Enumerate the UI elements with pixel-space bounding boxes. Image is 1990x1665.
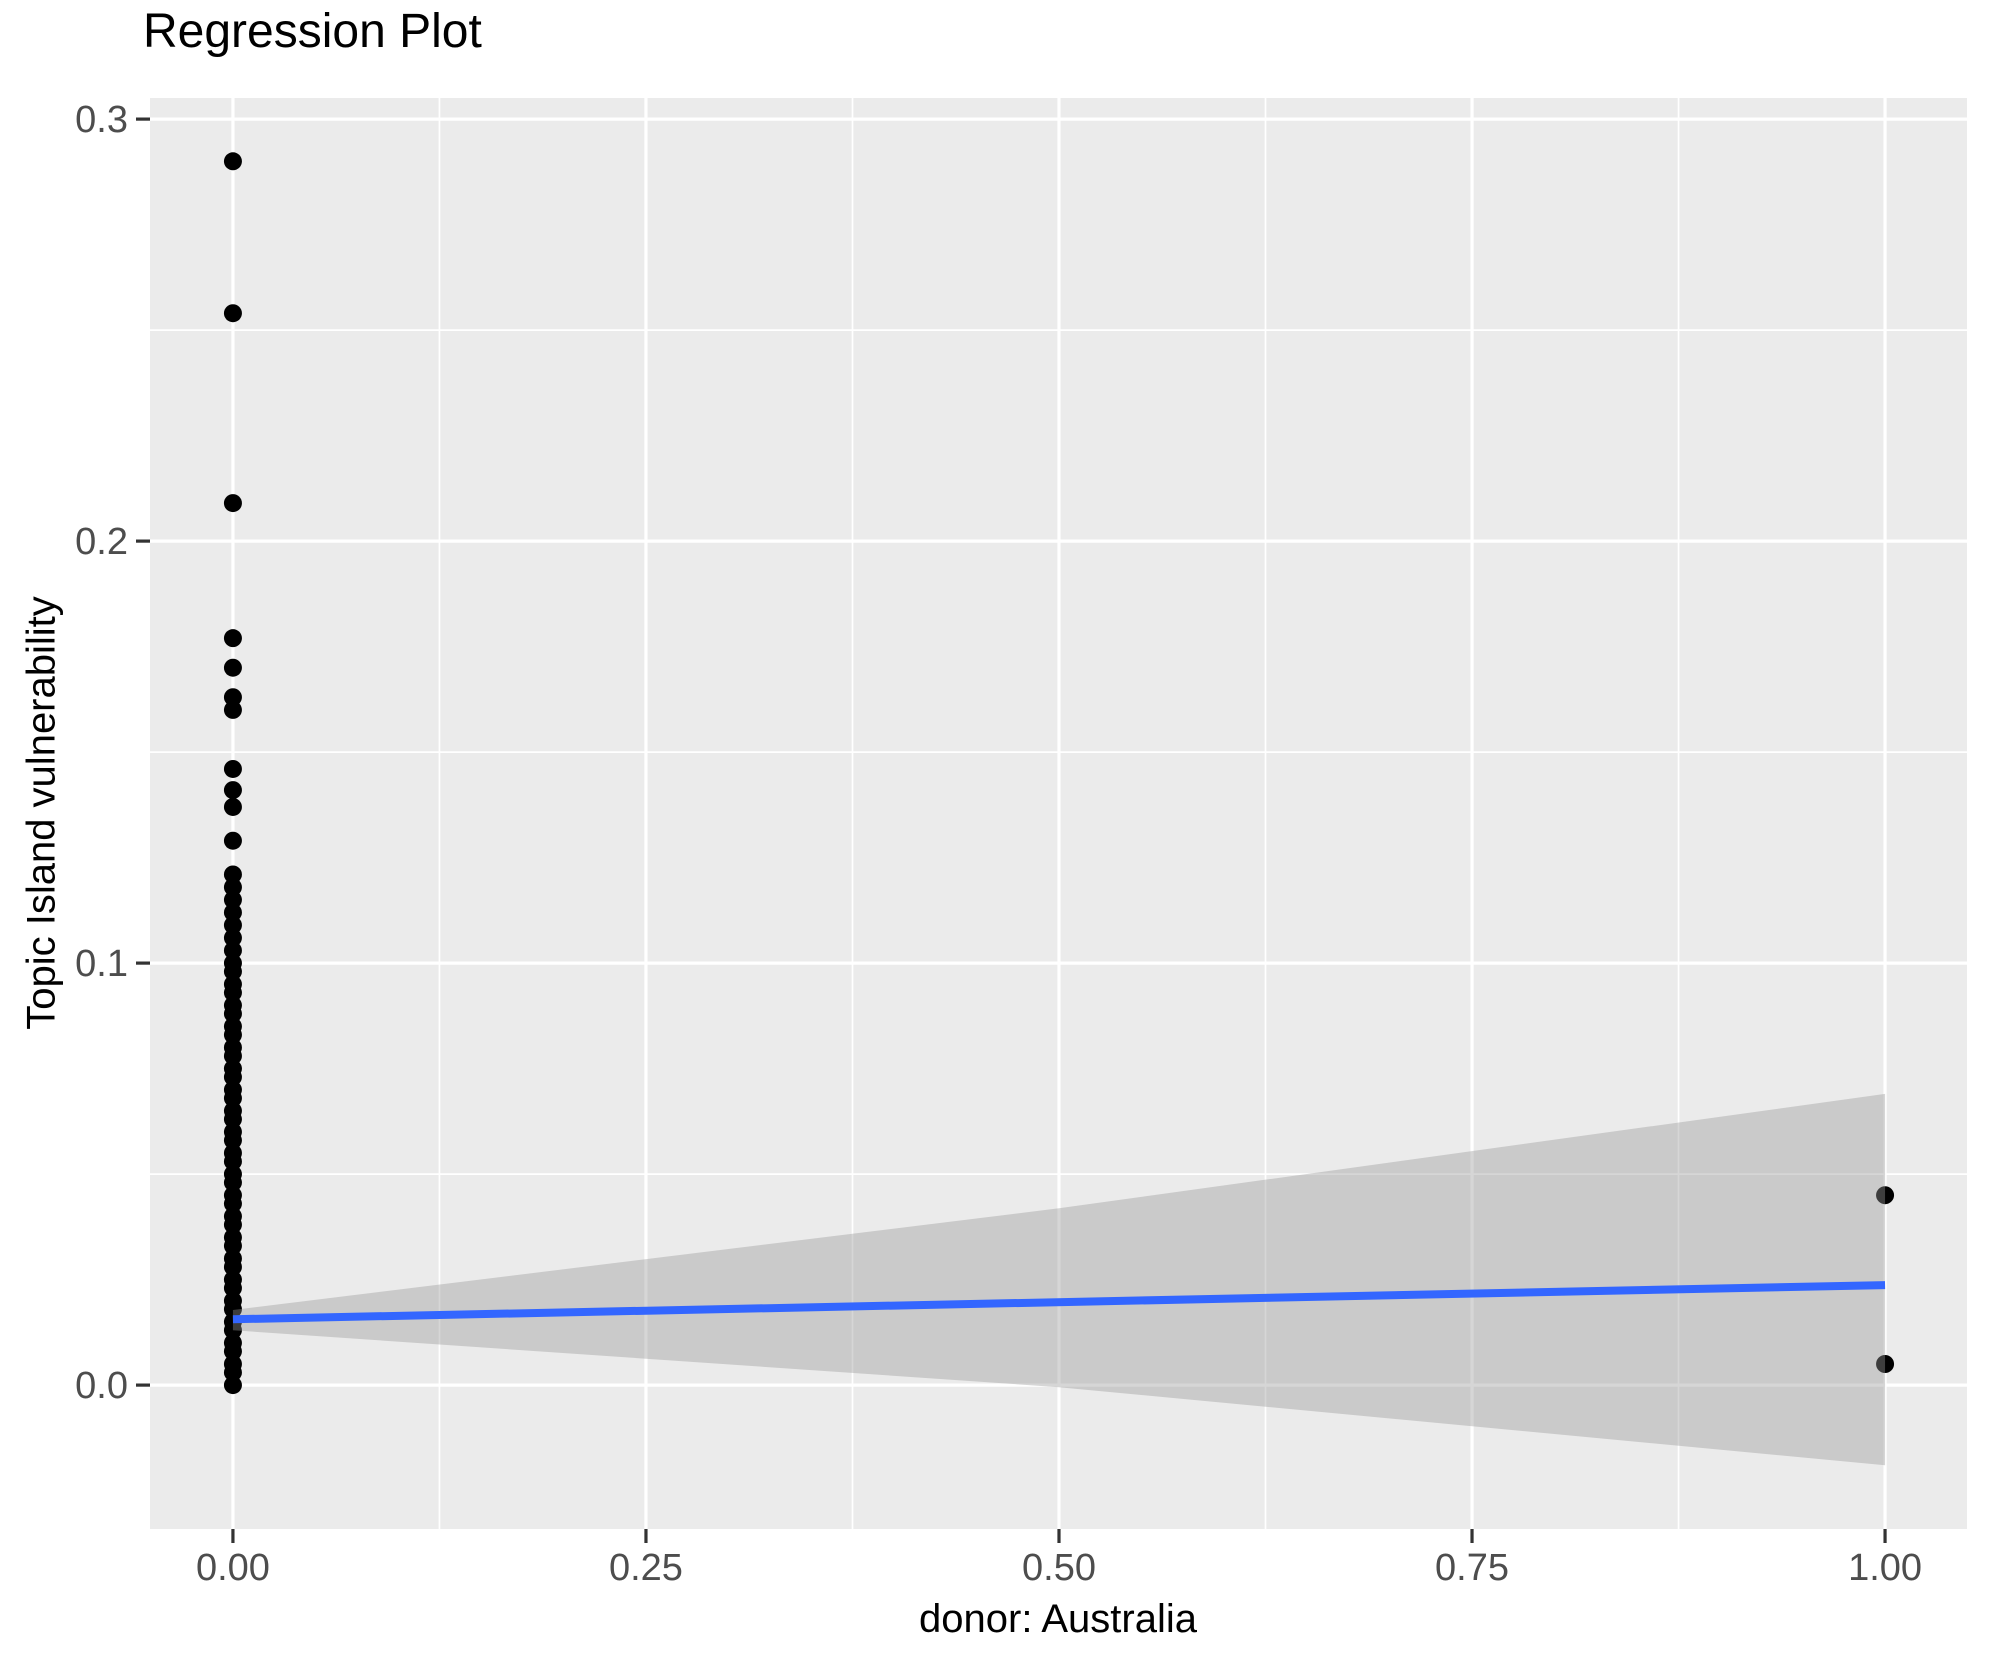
data-point: [223, 962, 242, 981]
regression-line: [232, 1281, 1886, 1324]
x-axis-title: donor: Australia: [919, 1597, 1197, 1641]
data-point: [223, 1152, 242, 1171]
x-tick-label: 0.00: [196, 1547, 270, 1589]
data-point: [223, 1215, 242, 1234]
data-point: [223, 903, 242, 922]
confidence-band: [232, 1093, 1886, 1466]
data-point: [223, 1342, 242, 1361]
plot-title: Regression Plot: [143, 5, 482, 58]
data-point: [223, 928, 242, 947]
data-point: [223, 781, 242, 800]
data-point: [223, 1257, 242, 1276]
y-tick-label: 0.1: [75, 943, 128, 985]
data-point: [223, 1173, 242, 1192]
data-point: [223, 878, 242, 897]
data-point: [223, 1110, 242, 1129]
data-point: [223, 1068, 242, 1087]
data-point: [223, 1321, 242, 1340]
data-point: [223, 831, 242, 850]
y-tick-label: 0.0: [75, 1365, 128, 1407]
x-tick-label: 0.25: [609, 1547, 683, 1589]
y-tick-label: 0.2: [75, 521, 128, 563]
data-point: [223, 1025, 242, 1044]
data-point: [223, 983, 242, 1002]
data-point: [223, 1131, 242, 1150]
data-point: [223, 1194, 242, 1213]
data-point: [1876, 1354, 1895, 1373]
data-point: [223, 1046, 242, 1065]
data-point: [223, 629, 242, 648]
x-tick-label: 0.50: [1022, 1547, 1096, 1589]
x-tick-label: 1.00: [1848, 1547, 1922, 1589]
data-point: [223, 916, 242, 935]
data-point: [223, 1376, 242, 1395]
y-axis-title: Topic Island vulnerability: [19, 596, 64, 1030]
y-tick-label: 0.3: [75, 99, 128, 141]
x-tick-label: 0.75: [1435, 1547, 1509, 1589]
data-point: [223, 1363, 242, 1382]
data-point: [223, 1279, 242, 1298]
data-point: [1876, 1186, 1895, 1205]
data-point: [223, 865, 242, 884]
data-point: [223, 1089, 242, 1108]
data-point: [223, 797, 242, 816]
data-point: [223, 304, 242, 323]
data-point: [223, 1300, 242, 1319]
data-point: [223, 152, 242, 171]
data-point: [223, 759, 242, 778]
data-point: [223, 700, 242, 719]
data-point: [223, 658, 242, 677]
data-point: [223, 890, 242, 909]
data-point: [223, 1236, 242, 1255]
data-point: [223, 494, 242, 513]
data-point: [223, 688, 242, 707]
data-point: [223, 941, 242, 960]
data-point: [223, 1004, 242, 1023]
